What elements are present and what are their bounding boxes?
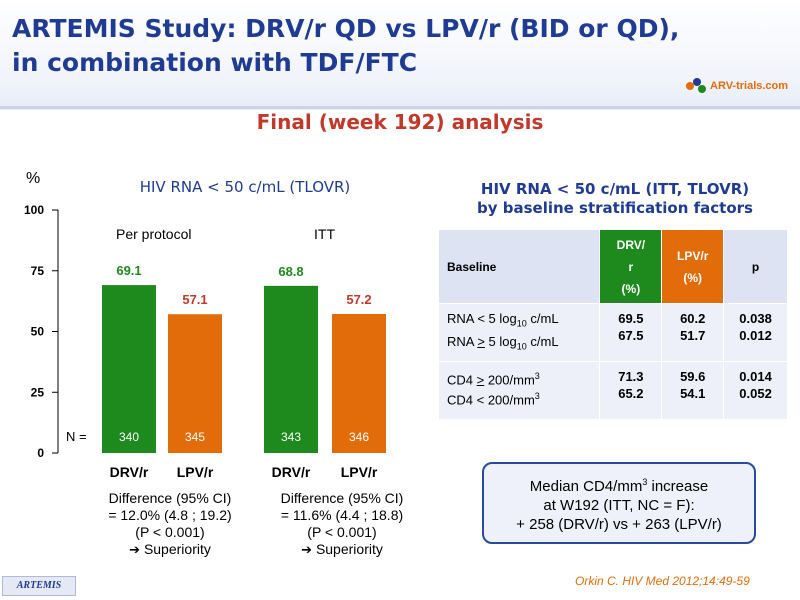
slide-title-line1: ARTEMIS Study: DRV/r QD vs LPV/r (BID or… — [12, 14, 680, 43]
header-baseline: Baseline — [437, 229, 601, 304]
bar-n-label: 343 — [281, 430, 301, 444]
chart-title: HIV RNA < 50 c/mL (TLOVR) — [139, 178, 351, 196]
bar-n-label: 346 — [349, 430, 369, 444]
baseline-cell: CD4 > 200/mm3 CD4 < 200/mm3 — [437, 361, 601, 420]
bar-value-label: 57.1 — [182, 292, 207, 307]
chart-axis: 0 25 50 75 100 N = — [24, 203, 87, 460]
arrow-right-icon: ➔ — [301, 542, 313, 557]
bar — [168, 314, 222, 453]
cd4-line: Median CD4/mm3 increase — [529, 477, 709, 495]
p-value-cell: 0.038 0.012 — [723, 303, 788, 362]
bar-chart: 0 25 50 75 100 N = 69.1 340 DRV/r 57.1 345 LPV/r 68… — [24, 203, 386, 480]
slide-title: ARTEMIS Study: DRV/r QD vs LPV/r (BID or… — [12, 12, 680, 80]
logo-mark-icon — [686, 78, 708, 94]
baseline-label: CD4 < 200/mm3 — [447, 391, 540, 408]
baseline-label: CD4 > 200/mm3 — [447, 371, 540, 388]
difference-line: (P < 0.001) — [135, 524, 205, 540]
lpv-value-cell: 59.6 54.1 — [661, 361, 725, 420]
bar-n-label: 345 — [185, 430, 205, 444]
p-value-cell: 0.014 0.052 — [723, 361, 788, 420]
difference-itt: Difference (95% CI) = 11.6% (4.4 ; 18.8)… — [252, 490, 432, 558]
x-category-label: DRV/r — [110, 464, 149, 480]
bar — [264, 285, 318, 453]
drv-value-cell: 71.3 65.2 — [599, 361, 663, 420]
baseline-label: RNA < 5 log10 c/mL — [447, 311, 559, 329]
header-rule — [0, 106, 800, 109]
group-label-itt: ITT — [314, 226, 335, 242]
header-background — [0, 0, 800, 110]
bar-n-label: 340 — [119, 430, 139, 444]
header-lpv-line: LPV/r — [677, 248, 709, 263]
baseline-cell: RNA < 5 log10 c/mL RNA > 5 log10 c/mL — [437, 303, 601, 362]
chart-bars: 69.1 340 DRV/r 57.1 345 LPV/r 68.8 343 DRV/r 57.2… — [102, 263, 386, 480]
table-title-line1: HIV RNA < 50 c/mL (ITT, TLOVR) — [480, 180, 750, 198]
y-tick-label: 25 — [31, 385, 45, 399]
citation: Orkin C. HIV Med 2012;14:49-59 — [575, 574, 750, 588]
table-title-line2: by baseline stratification factors — [477, 199, 753, 217]
slide-title-line2: in combination with TDF/FTC — [12, 48, 418, 77]
bar-value-label: 69.1 — [116, 263, 141, 278]
difference-line: = 11.6% (4.4 ; 18.8) — [280, 507, 404, 523]
difference-line: Superiority — [315, 541, 383, 557]
bar — [102, 285, 156, 453]
header-p: p — [723, 229, 788, 304]
header-drv: DRV/ r (%) — [599, 229, 663, 304]
x-category-label: DRV/r — [272, 464, 311, 480]
difference-line: = 12.0% (4.8 ; 19.2) — [108, 507, 232, 523]
x-category-label: LPV/r — [177, 464, 214, 480]
header-drv-line: DRV/ — [616, 237, 646, 252]
cd4-line: + 258 (DRV/r) vs + 263 (LPV/r) — [516, 516, 722, 533]
arrow-right-icon: ➔ — [129, 542, 141, 557]
y-tick-label: 0 — [37, 446, 44, 460]
chart-y-axis-label: % — [26, 170, 41, 187]
y-tick-label: 75 — [31, 264, 45, 278]
difference-per-protocol: Difference (95% CI) = 12.0% (4.8 ; 19.2)… — [80, 490, 260, 558]
x-category-label: LPV/r — [341, 464, 378, 480]
group-label-per-protocol: Per protocol — [116, 226, 192, 242]
bar-value-label: 68.8 — [278, 264, 303, 279]
table-header-row: Baseline DRV/ r (%) LPV/r (%) p — [437, 229, 788, 304]
difference-line: Difference (95% CI) — [280, 490, 404, 506]
cd4-line: at W192 (ITT, NC = F): — [543, 497, 695, 514]
header-lpv-line: (%) — [683, 270, 703, 285]
difference-line: Difference (95% CI) — [108, 490, 232, 506]
cd4-increase-box: Median CD4/mm3 increase at W192 (ITT, NC… — [482, 462, 756, 544]
n-label: N = — [66, 429, 87, 444]
table-row: CD4 > 200/mm3 CD4 < 200/mm3 71.3 65.2 59.… — [437, 361, 788, 420]
y-tick-label: 50 — [31, 325, 45, 339]
header-drv-line: (%) — [621, 281, 641, 296]
logo-text: ARV-trials.com — [710, 80, 789, 92]
slide-subtitle: Final (week 192) analysis — [256, 110, 544, 134]
stratification-table: Baseline DRV/ r (%) LPV/r (%) p RNA < 5 … — [437, 229, 788, 420]
y-tick-label: 100 — [24, 203, 44, 217]
arv-trials-logo: ARV-trials.com — [686, 76, 788, 96]
table-title: HIV RNA < 50 c/mL (ITT, TLOVR) by baseli… — [440, 180, 790, 218]
difference-line: (P < 0.001) — [307, 524, 377, 540]
difference-line: Superiority — [143, 541, 211, 557]
lpv-value-cell: 60.2 51.7 — [661, 303, 725, 362]
bar-value-label: 57.2 — [346, 292, 371, 307]
header-drv-line: r — [628, 259, 634, 274]
study-tag: ARTEMIS — [2, 576, 76, 596]
header-lpv: LPV/r (%) — [661, 229, 725, 304]
bar — [332, 314, 386, 453]
drv-value-cell: 69.5 67.5 — [599, 303, 663, 362]
baseline-label: RNA > 5 log10 c/mL — [447, 333, 559, 352]
table-row: RNA < 5 log10 c/mL RNA > 5 log10 c/mL 69… — [437, 303, 788, 362]
